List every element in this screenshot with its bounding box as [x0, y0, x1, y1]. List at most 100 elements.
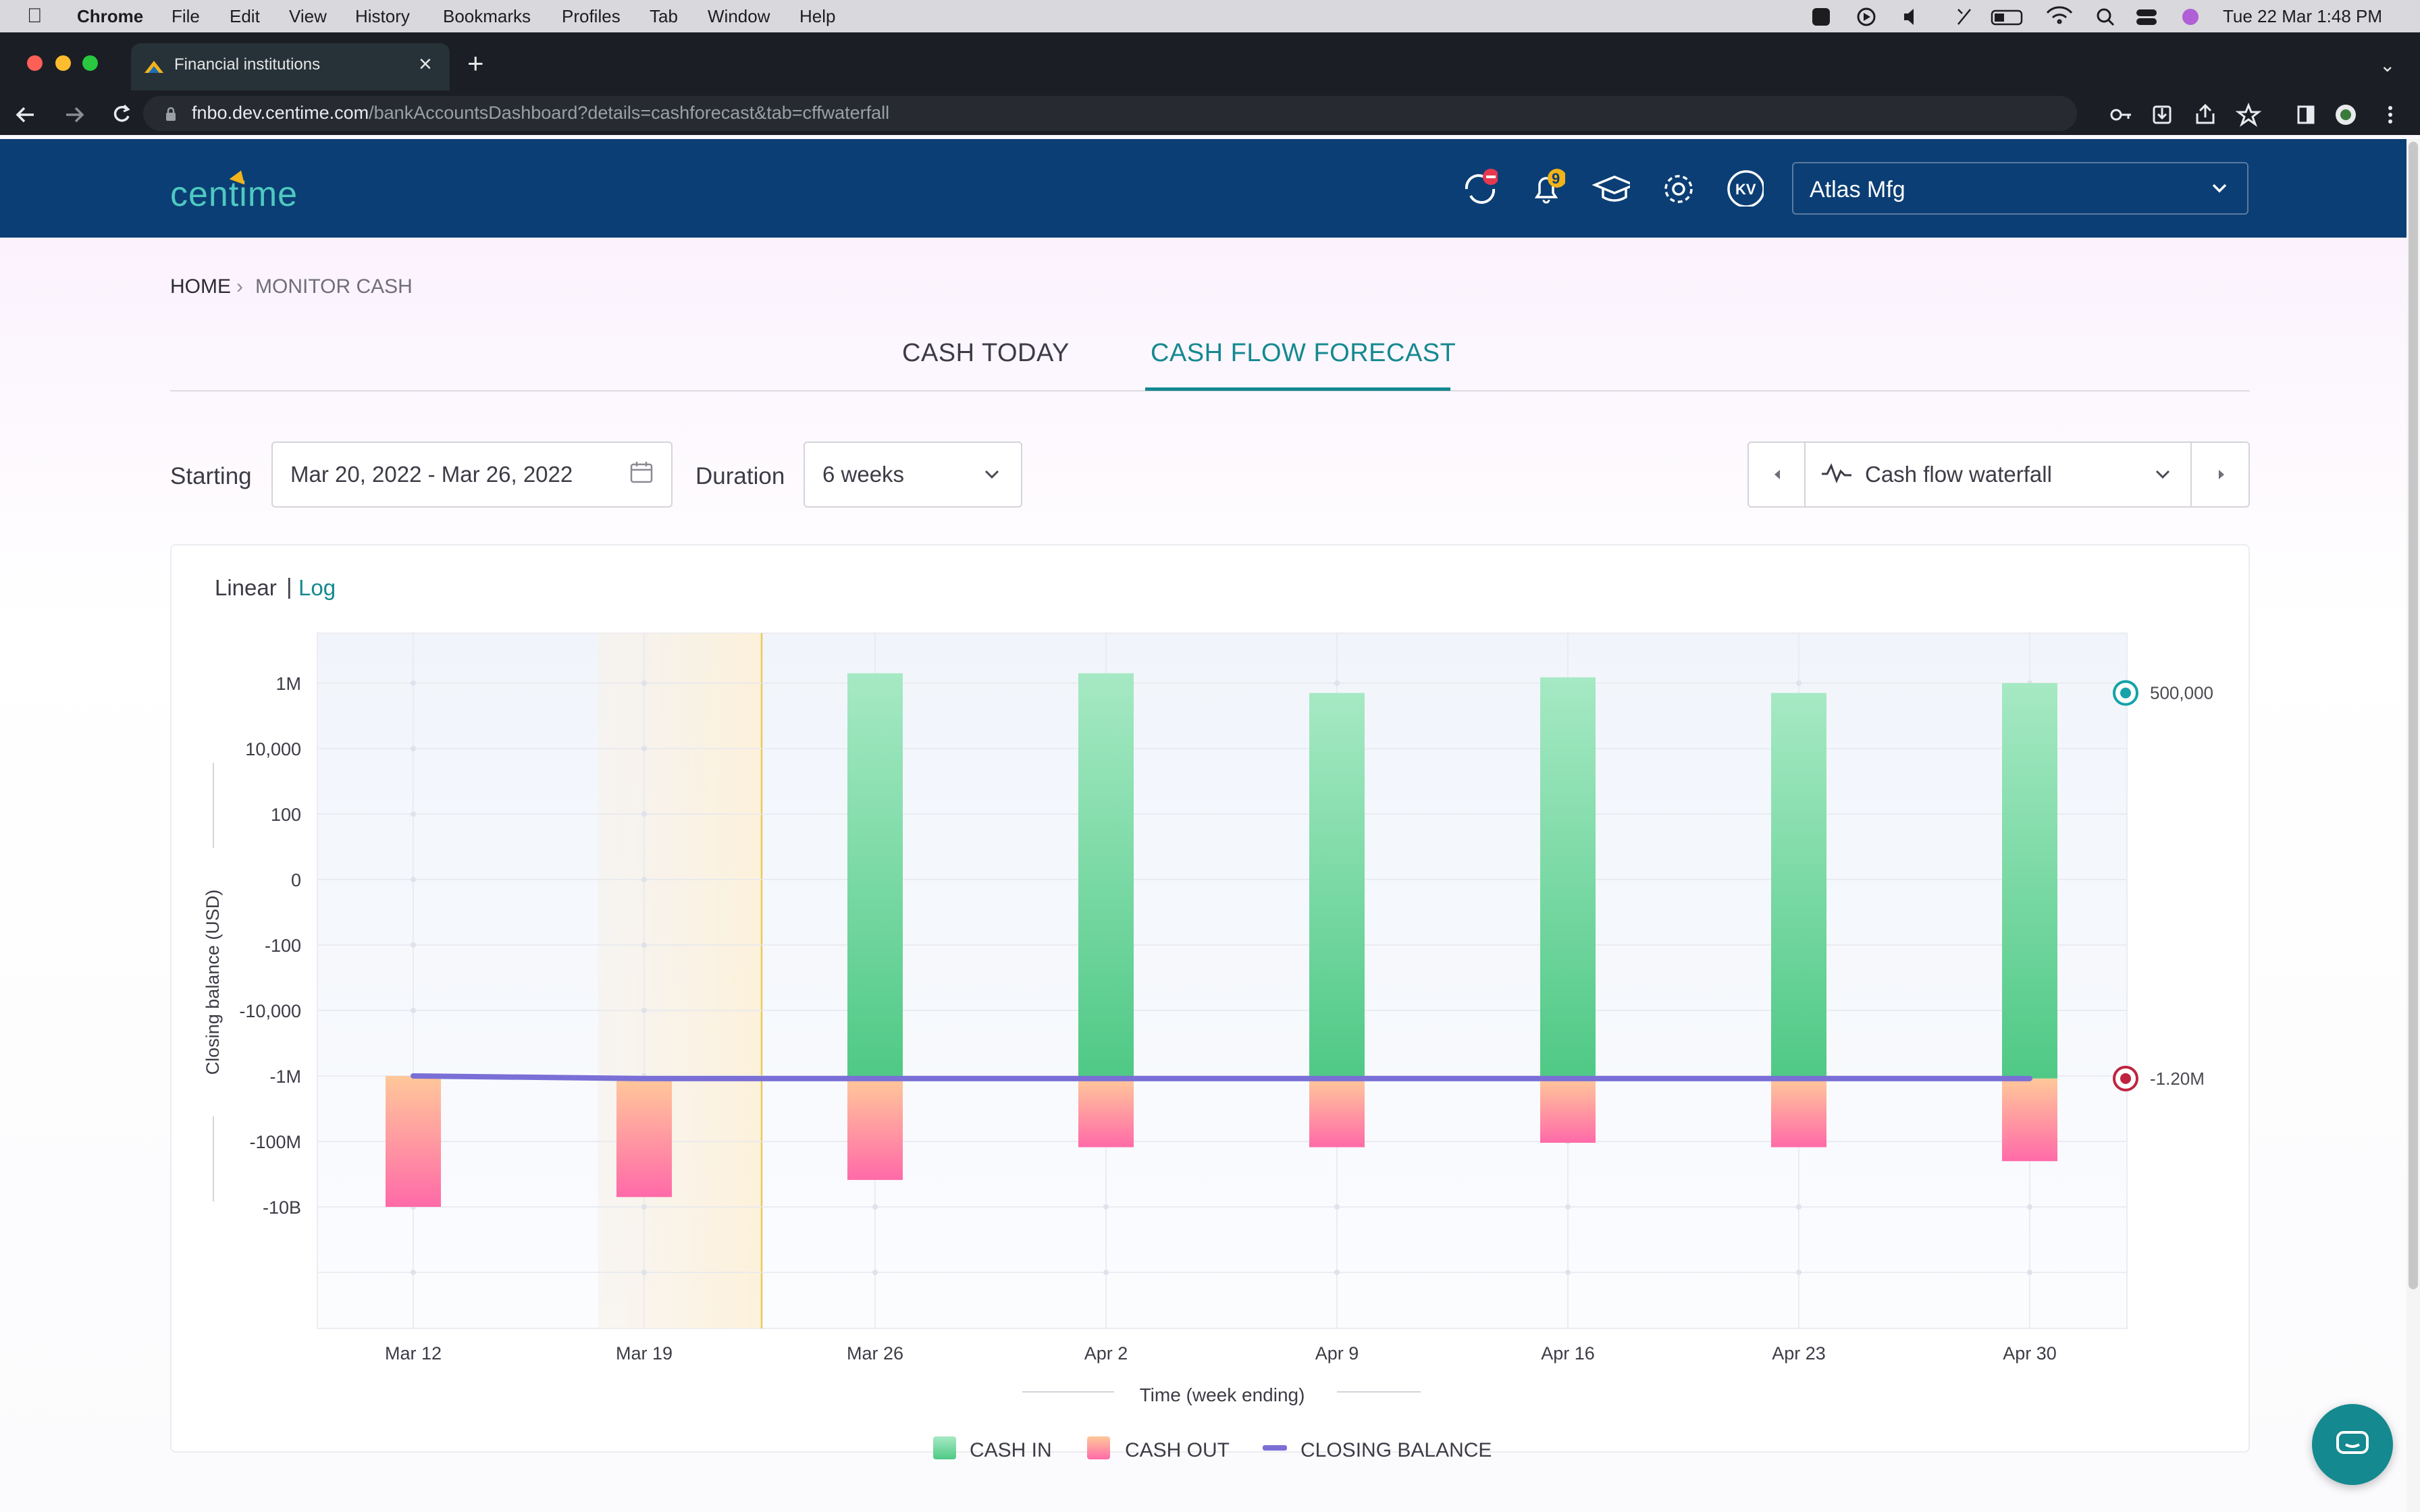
- grid-dot: [411, 746, 416, 751]
- forward-icon: [66, 107, 84, 123]
- status-icons: [1812, 6, 2199, 26]
- menu-window[interactable]: Window: [708, 6, 770, 26]
- play-icon: [1857, 7, 1876, 26]
- grid-dot: [411, 680, 416, 686]
- wifi-icon: [2046, 6, 2073, 24]
- control-center-icon: [2136, 9, 2157, 16]
- x-tick-label: Mar 26: [847, 1343, 903, 1364]
- scale-linear-toggle[interactable]: Linear: [215, 575, 277, 600]
- grid-dot: [641, 746, 647, 751]
- plot-area: [317, 632, 2128, 1329]
- grid-dot: [2027, 1270, 2032, 1275]
- x-tick-label: Apr 23: [1772, 1343, 1826, 1364]
- menu-bookmarks[interactable]: Bookmarks: [443, 6, 531, 26]
- grid-dot: [641, 877, 647, 882]
- sync-icon[interactable]: [1460, 169, 1498, 207]
- y-tick-label: 100: [271, 805, 301, 825]
- new-tab-icon[interactable]: +: [467, 47, 484, 79]
- avatar-initials: KV: [1735, 181, 1756, 198]
- cash-in-bar: [1771, 693, 1826, 1079]
- date-range-value: Mar 20, 2022 - Mar 26, 2022: [290, 462, 573, 487]
- grid-dot: [641, 1008, 647, 1013]
- grid-dot: [1334, 1204, 1340, 1210]
- duration-value: 6 weeks: [822, 462, 905, 487]
- tab-favicon: [144, 61, 163, 73]
- grid-dot: [1796, 1270, 1801, 1275]
- cash-in-bar: [1540, 677, 1596, 1079]
- macos-menubar:  Chrome File Edit View History Bookmark…: [0, 0, 2420, 32]
- share-icon: [2196, 103, 2215, 124]
- menu-history[interactable]: History: [355, 6, 410, 26]
- cash-out-bar: [1771, 1078, 1826, 1148]
- grid-dot: [1334, 680, 1340, 686]
- menubar-datetime: Tue 22 Mar 1:48 PM: [2223, 6, 2383, 26]
- grid-dot: [411, 1008, 416, 1013]
- legend-cash-in-swatch: [933, 1436, 956, 1459]
- grid-dot: [411, 1270, 416, 1275]
- apple-icon[interactable]: : [27, 0, 43, 32]
- waveform-icon: [1822, 463, 1851, 484]
- chat-button[interactable]: [2312, 1404, 2393, 1485]
- browser-tab[interactable]: [131, 43, 450, 90]
- menu-app-name[interactable]: Chrome: [77, 6, 144, 26]
- battery-icon: [1991, 9, 2023, 26]
- address-bar[interactable]: [143, 96, 2077, 131]
- marker-dot: [2120, 1073, 2131, 1084]
- close-tab-icon[interactable]: ×: [419, 51, 432, 77]
- bell-icon[interactable]: [1527, 169, 1565, 207]
- y-tick-label: 1M: [275, 674, 301, 694]
- page-scrollbar-thumb[interactable]: [2409, 142, 2418, 1289]
- breadcrumb-home[interactable]: HOME: [170, 275, 231, 298]
- date-range-input[interactable]: [271, 441, 673, 508]
- menu-help[interactable]: Help: [799, 6, 836, 26]
- notification-count-badge: 9: [1552, 170, 1560, 187]
- scale-separator: |: [286, 574, 292, 599]
- next-view-button[interactable]: [2208, 463, 2235, 486]
- grid-dot: [641, 1270, 647, 1275]
- minimize-window-button[interactable]: [55, 55, 71, 71]
- gear-icon[interactable]: [1658, 169, 1696, 207]
- cash-out-bar: [1078, 1078, 1134, 1148]
- tab-cash-today[interactable]: CASH TODAY: [902, 339, 1070, 367]
- cash-out-bar: [1309, 1078, 1365, 1148]
- actuals-shading: [598, 633, 762, 1328]
- close-window-button[interactable]: [27, 55, 43, 71]
- company-chevron-down-icon: [2212, 184, 2227, 193]
- grid-dot: [872, 1204, 878, 1210]
- view-select-value[interactable]: Cash flow waterfall: [1865, 462, 2052, 487]
- zoom-window-button[interactable]: [82, 55, 98, 71]
- y-tick-label: -10B: [263, 1197, 301, 1218]
- menu-file[interactable]: File: [172, 6, 200, 26]
- calendar-icon[interactable]: [628, 459, 655, 486]
- chat-bubble-icon: [2336, 1431, 2369, 1454]
- prev-view-button[interactable]: [1764, 463, 1791, 486]
- cash-in-bar: [1309, 693, 1365, 1079]
- duration-select[interactable]: [804, 441, 1022, 508]
- legend-closing-balance-swatch: [1263, 1445, 1287, 1451]
- menu-view[interactable]: View: [289, 6, 327, 26]
- company-selector[interactable]: Atlas Mfg: [1792, 162, 2248, 215]
- menu-edit[interactable]: Edit: [230, 6, 260, 26]
- menu-profiles[interactable]: Profiles: [562, 6, 621, 26]
- graduation-cap-icon[interactable]: [1592, 169, 1630, 207]
- legend-cash-out-swatch: [1087, 1436, 1110, 1459]
- bluetooth-off-icon: [1957, 9, 1971, 25]
- user-avatar[interactable]: [1726, 169, 1764, 207]
- tab-cash-flow-forecast[interactable]: CASH FLOW FORECAST: [1151, 339, 1456, 367]
- tab-title: Financial institutions: [174, 55, 321, 74]
- siri-icon: [2182, 9, 2199, 25]
- company-name: Atlas Mfg: [1810, 177, 1905, 202]
- marker-label: 500,000: [2150, 683, 2213, 703]
- menu-tab[interactable]: Tab: [650, 6, 678, 26]
- scale-log-toggle[interactable]: Log: [298, 575, 336, 600]
- cash-in-bar: [2002, 683, 2057, 1079]
- status-app-icon: [1812, 8, 1830, 26]
- x-tick-label: Apr 16: [1541, 1343, 1595, 1364]
- grid-dot: [1103, 1270, 1109, 1275]
- y-tick-label: -100: [265, 936, 301, 956]
- centime-logo[interactable]: centime: [170, 175, 298, 214]
- x-tick-label: Apr 9: [1315, 1343, 1359, 1364]
- tab-search-chevron-icon[interactable]: ⌄: [2379, 55, 2396, 76]
- duration-chevron-down-icon: [984, 470, 999, 479]
- legend-cash-out-label: CASH OUT: [1125, 1439, 1230, 1461]
